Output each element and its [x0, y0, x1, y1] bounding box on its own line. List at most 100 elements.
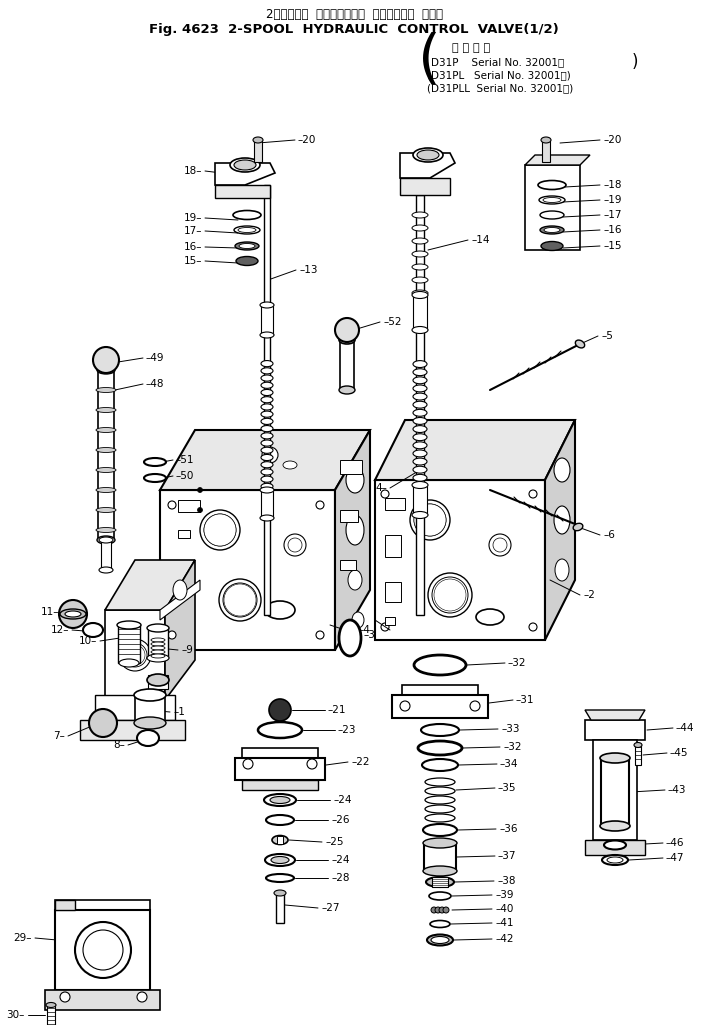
- Ellipse shape: [414, 504, 446, 536]
- Text: –32: –32: [508, 658, 527, 668]
- Ellipse shape: [413, 417, 427, 424]
- Ellipse shape: [271, 857, 289, 863]
- Ellipse shape: [413, 409, 427, 416]
- Polygon shape: [402, 685, 478, 695]
- Bar: [385, 535, 401, 557]
- Circle shape: [262, 447, 278, 463]
- Circle shape: [443, 907, 449, 913]
- Ellipse shape: [413, 434, 427, 441]
- Ellipse shape: [412, 327, 428, 333]
- Polygon shape: [55, 900, 150, 910]
- Text: –24: –24: [333, 795, 352, 805]
- Ellipse shape: [238, 228, 256, 233]
- Bar: [261, 305, 273, 335]
- Ellipse shape: [573, 524, 583, 531]
- Ellipse shape: [430, 920, 450, 928]
- Ellipse shape: [604, 840, 626, 850]
- Text: –41: –41: [495, 918, 513, 928]
- Text: –5: –5: [601, 331, 613, 341]
- Ellipse shape: [134, 689, 166, 701]
- Polygon shape: [392, 695, 488, 718]
- Text: –18: –18: [603, 180, 622, 190]
- Ellipse shape: [413, 361, 427, 368]
- Polygon shape: [55, 910, 150, 990]
- Ellipse shape: [554, 458, 570, 482]
- Ellipse shape: [97, 366, 115, 374]
- Ellipse shape: [412, 251, 428, 257]
- Bar: [340, 510, 358, 522]
- Ellipse shape: [123, 643, 147, 667]
- Text: –35: –35: [498, 783, 516, 793]
- Ellipse shape: [137, 730, 159, 746]
- Ellipse shape: [151, 650, 165, 654]
- Ellipse shape: [413, 425, 427, 433]
- Ellipse shape: [204, 514, 236, 546]
- Text: 4–: 4–: [375, 483, 387, 493]
- Text: –19: –19: [603, 195, 622, 205]
- Circle shape: [198, 488, 203, 492]
- Text: 12–: 12–: [50, 625, 69, 636]
- Circle shape: [198, 507, 203, 512]
- Bar: [413, 485, 427, 515]
- Ellipse shape: [425, 805, 455, 813]
- Polygon shape: [160, 580, 200, 620]
- Polygon shape: [525, 165, 580, 250]
- Text: –32: –32: [503, 742, 522, 752]
- Bar: [340, 340, 354, 390]
- Ellipse shape: [339, 386, 355, 394]
- Ellipse shape: [234, 226, 260, 234]
- Circle shape: [439, 907, 445, 913]
- Text: –16: –16: [603, 226, 622, 235]
- Ellipse shape: [147, 674, 169, 686]
- Ellipse shape: [212, 522, 228, 538]
- Ellipse shape: [423, 866, 457, 876]
- Ellipse shape: [261, 361, 273, 367]
- Ellipse shape: [119, 639, 151, 671]
- Text: –49: –49: [146, 353, 164, 363]
- Ellipse shape: [151, 646, 165, 650]
- Ellipse shape: [266, 815, 294, 825]
- Bar: [340, 560, 356, 570]
- Text: –40: –40: [495, 904, 513, 914]
- Text: –20: –20: [603, 135, 621, 145]
- Ellipse shape: [261, 382, 273, 388]
- Ellipse shape: [147, 654, 169, 662]
- Ellipse shape: [555, 559, 569, 581]
- Circle shape: [381, 623, 389, 631]
- Ellipse shape: [96, 507, 116, 512]
- Bar: [385, 498, 405, 510]
- Text: –34: –34: [500, 758, 518, 769]
- Bar: [635, 745, 641, 765]
- Polygon shape: [160, 490, 335, 650]
- Circle shape: [168, 501, 176, 509]
- Ellipse shape: [265, 601, 295, 619]
- Text: –44: –44: [676, 723, 695, 733]
- Bar: [432, 877, 448, 887]
- Ellipse shape: [151, 638, 165, 642]
- Ellipse shape: [417, 150, 439, 160]
- Text: 18–: 18–: [184, 166, 202, 176]
- Ellipse shape: [96, 528, 116, 533]
- Ellipse shape: [413, 401, 427, 408]
- Ellipse shape: [261, 404, 273, 410]
- Ellipse shape: [412, 277, 428, 283]
- Bar: [135, 695, 165, 723]
- Ellipse shape: [144, 474, 166, 482]
- Bar: [261, 490, 273, 518]
- Bar: [148, 628, 168, 658]
- Text: 15–: 15–: [184, 256, 202, 266]
- Text: –46: –46: [666, 838, 684, 848]
- Ellipse shape: [428, 573, 472, 617]
- Ellipse shape: [575, 340, 585, 347]
- Ellipse shape: [261, 418, 273, 424]
- Ellipse shape: [412, 511, 428, 519]
- Ellipse shape: [425, 778, 455, 786]
- Text: –4: –4: [358, 625, 370, 636]
- Ellipse shape: [261, 433, 273, 439]
- Ellipse shape: [219, 579, 261, 621]
- Text: –31: –31: [516, 695, 535, 705]
- Text: D31P    Serial No. 32001～: D31P Serial No. 32001～: [431, 57, 564, 67]
- Ellipse shape: [554, 506, 570, 534]
- Ellipse shape: [99, 567, 113, 573]
- Ellipse shape: [129, 649, 141, 661]
